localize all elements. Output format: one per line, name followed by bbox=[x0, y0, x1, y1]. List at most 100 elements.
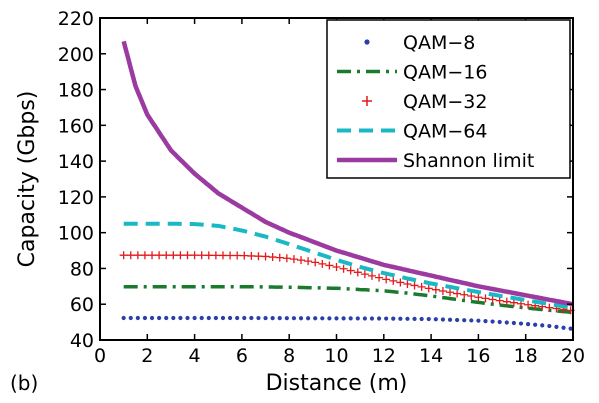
data-point bbox=[540, 323, 545, 328]
legend-label: QAM−16 bbox=[403, 62, 487, 84]
data-point bbox=[155, 251, 164, 260]
x-tick-label: 8 bbox=[283, 345, 295, 367]
data-point bbox=[474, 293, 483, 302]
data-point bbox=[325, 261, 334, 270]
series-line bbox=[123, 221, 574, 310]
data-point bbox=[126, 251, 135, 260]
series-marks bbox=[119, 40, 575, 331]
data-point bbox=[362, 316, 367, 321]
data-point bbox=[297, 256, 306, 265]
data-point bbox=[502, 297, 511, 306]
data-point bbox=[261, 252, 270, 261]
data-point bbox=[389, 276, 398, 285]
data-point bbox=[220, 315, 226, 321]
data-point bbox=[382, 275, 391, 284]
data-point bbox=[185, 315, 190, 321]
legend-item: QAM−64 bbox=[337, 121, 487, 143]
x-axis-label: Distance (m) bbox=[266, 371, 408, 396]
legend-swatch bbox=[362, 96, 372, 106]
data-point bbox=[355, 316, 360, 321]
data-point bbox=[369, 316, 375, 321]
x-tick-label: 14 bbox=[419, 345, 443, 367]
data-point bbox=[270, 316, 275, 321]
y-tick-label: 220 bbox=[58, 8, 94, 30]
data-point bbox=[142, 315, 148, 321]
data-point bbox=[256, 315, 261, 321]
x-tick-label: 12 bbox=[372, 345, 396, 367]
data-point bbox=[277, 316, 282, 321]
x-tick-label: 0 bbox=[94, 345, 106, 367]
data-point bbox=[190, 251, 199, 260]
data-point bbox=[291, 316, 297, 321]
series-qam-64 bbox=[123, 221, 574, 310]
data-point bbox=[396, 278, 405, 287]
x-axis-ticks: 0 2 4 6 8 10 12 14 16 18 20 bbox=[94, 18, 585, 367]
data-point bbox=[391, 316, 396, 321]
data-point bbox=[306, 316, 311, 321]
data-point bbox=[431, 285, 440, 294]
data-point bbox=[148, 251, 157, 260]
data-point bbox=[453, 289, 462, 298]
data-point bbox=[360, 270, 369, 279]
data-point bbox=[213, 315, 218, 321]
data-point bbox=[135, 315, 140, 321]
data-point bbox=[332, 263, 341, 272]
x-tick-label: 18 bbox=[514, 345, 538, 367]
x-tick-label: 2 bbox=[141, 345, 153, 367]
data-point bbox=[367, 271, 376, 280]
data-point bbox=[375, 273, 384, 282]
data-point bbox=[289, 255, 298, 264]
data-point bbox=[518, 321, 524, 326]
data-point bbox=[171, 315, 176, 321]
data-point bbox=[320, 316, 325, 321]
legend-swatch bbox=[364, 39, 370, 45]
legend-label: QAM−8 bbox=[403, 32, 475, 54]
data-point bbox=[469, 318, 474, 323]
data-point bbox=[242, 315, 247, 321]
data-point bbox=[268, 253, 277, 262]
data-point bbox=[460, 290, 469, 299]
y-tick-label: 120 bbox=[58, 187, 94, 209]
y-tick-label: 60 bbox=[70, 294, 94, 316]
data-point bbox=[211, 251, 220, 260]
x-tick-label: 16 bbox=[466, 345, 490, 367]
y-tick-label: 200 bbox=[58, 44, 94, 66]
data-point bbox=[226, 251, 235, 260]
x-tick-label: 10 bbox=[324, 345, 348, 367]
data-point bbox=[133, 251, 142, 260]
data-point bbox=[525, 322, 531, 327]
series-qam-8 bbox=[121, 315, 573, 331]
data-point bbox=[254, 252, 263, 261]
data-point bbox=[119, 251, 128, 260]
y-tick-label: 40 bbox=[70, 330, 94, 352]
data-point bbox=[353, 268, 362, 277]
y-axis-ticks: 40 60 80 100 120 140 160 180 200 220 bbox=[58, 8, 573, 352]
y-tick-label: 160 bbox=[58, 115, 94, 137]
y-tick-label: 140 bbox=[58, 151, 94, 173]
data-point bbox=[304, 257, 313, 266]
data-point bbox=[403, 280, 412, 289]
y-tick-label: 100 bbox=[58, 223, 94, 245]
data-point bbox=[334, 316, 339, 321]
data-point bbox=[481, 294, 490, 303]
data-point bbox=[313, 316, 318, 321]
data-point bbox=[410, 281, 419, 290]
series-shannon-limit bbox=[121, 40, 574, 307]
data-point bbox=[561, 325, 566, 330]
legend: QAM−8 QAM−16 QAM−32 QAM−64 Shannon limit bbox=[326, 19, 571, 179]
data-point bbox=[318, 259, 327, 268]
data-point bbox=[554, 324, 559, 330]
data-point bbox=[121, 315, 126, 321]
x-tick-label: 4 bbox=[189, 345, 201, 367]
x-tick-label: 20 bbox=[561, 345, 585, 367]
data-point bbox=[545, 303, 554, 312]
legend-label: QAM−64 bbox=[403, 121, 487, 143]
data-point bbox=[384, 316, 389, 321]
data-point bbox=[483, 319, 488, 324]
data-point bbox=[568, 326, 573, 331]
data-point bbox=[327, 316, 332, 321]
data-point bbox=[149, 315, 155, 321]
data-point bbox=[405, 316, 410, 321]
data-point bbox=[176, 251, 185, 260]
legend-item: Shannon limit bbox=[337, 150, 534, 172]
